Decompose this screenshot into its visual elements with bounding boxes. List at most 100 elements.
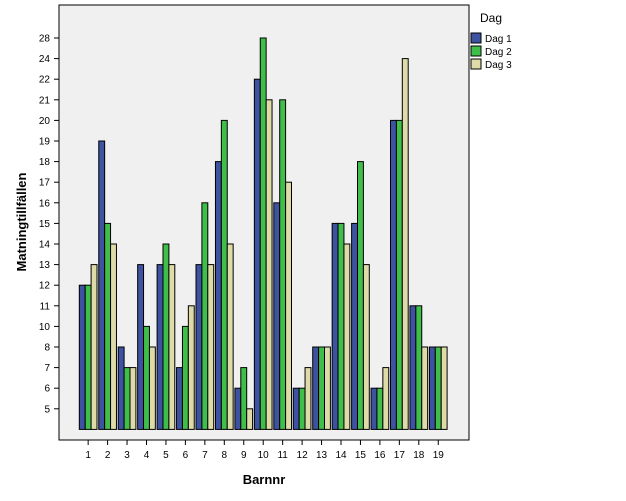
- bar-dag-2-barn-2: [104, 222, 112, 430]
- y-tick-label: 8: [44, 343, 50, 354]
- y-tick-label: 19: [39, 137, 51, 148]
- legend-title: Dag: [480, 11, 502, 25]
- bar-dag-1-barn-12: [292, 387, 300, 430]
- bar-dag-2-barn-4: [143, 325, 150, 430]
- x-tick-label: 13: [316, 450, 328, 461]
- bar-dag-3-barn-13: [324, 346, 331, 430]
- x-tick-label: 5: [163, 450, 169, 461]
- y-tick-label: 15: [39, 219, 51, 230]
- bar-dag-2-barn-10: [259, 37, 267, 430]
- x-tick-label: 7: [202, 450, 208, 461]
- x-tick-label: 10: [258, 450, 270, 461]
- bar-dag-3-barn-17: [401, 58, 409, 430]
- bar-dag-3-barn-18: [421, 346, 429, 430]
- y-tick-label: 14: [39, 240, 51, 251]
- bar-dag-2-barn-19: [434, 346, 442, 430]
- bar-dag-3-barn-12: [304, 367, 312, 430]
- bars-group: [78, 37, 448, 430]
- x-tick-label: 14: [335, 450, 347, 461]
- y-tick-label: 21: [39, 95, 51, 106]
- y-tick-label: 5: [44, 404, 50, 415]
- bar-dag-1-barn-10: [253, 78, 261, 430]
- legend-label: Dag 2: [485, 47, 512, 58]
- bar-dag-1-barn-9: [234, 387, 242, 430]
- bar-dag-1-barn-15: [351, 222, 359, 430]
- bar-dag-1-barn-1: [78, 284, 86, 430]
- bar-dag-1-barn-11: [273, 202, 281, 430]
- x-tick-label: 15: [355, 450, 367, 461]
- bar-dag-3-barn-16: [382, 367, 390, 430]
- bar-dag-3-barn-11: [285, 181, 293, 430]
- x-tick-label: 17: [394, 450, 406, 461]
- x-tick-label: 4: [144, 450, 150, 461]
- bar-dag-2-barn-13: [318, 346, 326, 430]
- x-tick-label: 19: [433, 450, 445, 461]
- bar-dag-2-barn-1: [84, 284, 92, 430]
- bar-dag-1-barn-8: [214, 161, 222, 430]
- bar-dag-3-barn-10: [265, 99, 273, 430]
- y-tick-label: 13: [39, 260, 51, 271]
- x-axis-title: Barnnr: [243, 472, 286, 487]
- bar-dag-1-barn-3: [117, 346, 125, 430]
- bar-dag-1-barn-5: [156, 264, 164, 430]
- bar-dag-1-barn-14: [331, 222, 339, 430]
- bar-dag-3-barn-14: [343, 243, 351, 430]
- bar-dag-3-barn-4: [148, 346, 156, 430]
- bar-dag-3-barn-19: [440, 346, 448, 430]
- legend-swatch-dag-1: [470, 32, 482, 44]
- bar-dag-3-barn-1: [90, 264, 98, 430]
- bar-dag-2-barn-6: [181, 325, 189, 430]
- bar-dag-1-barn-16: [370, 387, 378, 430]
- y-tick-label: 11: [40, 301, 51, 312]
- legend: Dag Dag 1 Dag 2 Dag 3: [470, 11, 512, 71]
- y-axis-title: Matningtillfällen: [14, 172, 29, 271]
- bar-dag-1-barn-4: [137, 264, 145, 430]
- bar-dag-1-barn-19: [428, 346, 436, 430]
- x-tick-label: 8: [222, 450, 228, 461]
- bar-dag-3-barn-8: [226, 243, 234, 430]
- y-tick-label: 22: [39, 75, 51, 86]
- bar-dag-2-barn-9: [240, 367, 248, 430]
- x-tick-label: 11: [277, 450, 288, 461]
- bar-dag-1-barn-18: [409, 305, 417, 430]
- bar-dag-3-barn-15: [362, 264, 370, 430]
- legend-label: Dag 3: [485, 60, 512, 71]
- bar-dag-3-barn-7: [207, 264, 215, 430]
- bar-dag-2-barn-14: [337, 222, 345, 430]
- y-tick-label: 12: [39, 281, 51, 292]
- y-axis: 5 6 7 8 10 11 12 13 14 15 16 17 18 19 20 21 22 24 28: [39, 34, 59, 415]
- bar-dag-3-barn-2: [110, 243, 117, 430]
- bar-dag-2-barn-15: [357, 161, 364, 430]
- bar-dag-2-barn-18: [415, 305, 423, 430]
- y-tick-label: 24: [39, 54, 51, 65]
- y-tick-label: 20: [39, 116, 51, 127]
- bar-dag-1-barn-13: [312, 346, 320, 430]
- bar-dag-2-barn-8: [220, 119, 228, 430]
- legend-swatch-dag-3: [470, 58, 482, 70]
- y-tick-label: 16: [39, 198, 51, 209]
- x-axis: 1 2 3 4 5 6 7 8 9 10 11 12 13 14 15 16 17 18 19: [85, 440, 444, 461]
- x-tick-label: 16: [374, 450, 386, 461]
- y-tick-label: 28: [39, 34, 51, 45]
- bar-dag-3-barn-9: [246, 408, 254, 430]
- y-tick-label: 10: [39, 322, 51, 333]
- y-tick-label: 18: [39, 157, 51, 168]
- bar-dag-1-barn-17: [390, 119, 397, 430]
- bar-dag-3-barn-3: [129, 367, 137, 430]
- y-tick-label: 7: [44, 363, 50, 374]
- bar-dag-2-barn-11: [279, 99, 287, 430]
- bar-dag-1-barn-2: [98, 140, 106, 430]
- x-tick-label: 3: [124, 450, 130, 461]
- bar-dag-1-barn-7: [195, 264, 203, 430]
- bar-dag-2-barn-7: [201, 202, 209, 430]
- bar-dag-2-barn-12: [298, 387, 306, 430]
- x-tick-label: 1: [85, 450, 91, 461]
- y-tick-label: 6: [44, 384, 50, 395]
- bar-dag-3-barn-5: [168, 264, 176, 430]
- bar-dag-2-barn-5: [162, 243, 170, 430]
- bar-dag-2-barn-16: [376, 387, 384, 430]
- y-tick-label: 17: [39, 178, 51, 189]
- bar-dag-2-barn-17: [395, 119, 403, 430]
- x-tick-label: 9: [241, 450, 247, 461]
